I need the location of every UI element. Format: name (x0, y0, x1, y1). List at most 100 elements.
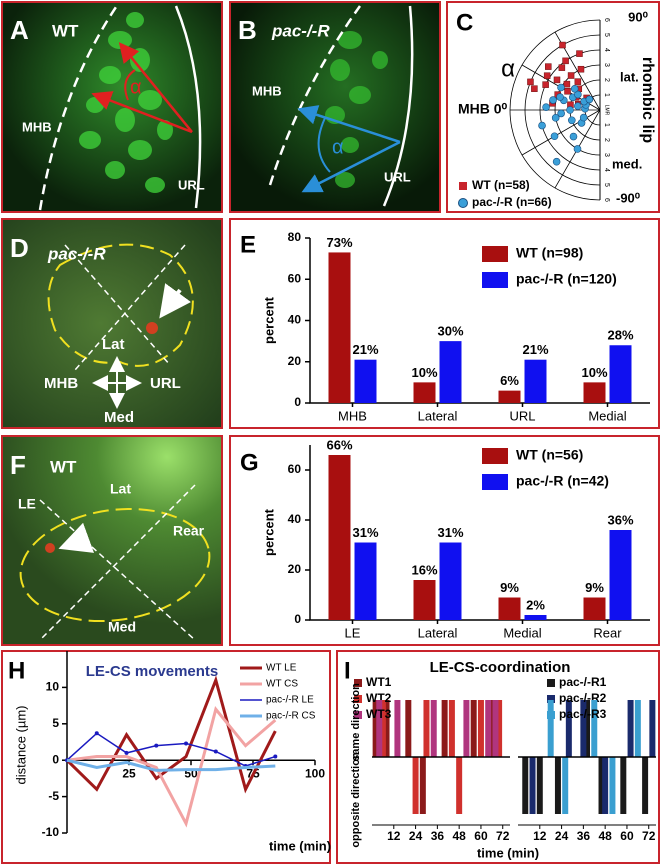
region-label: URL (178, 177, 205, 192)
y-tick-label: 0 (52, 752, 59, 766)
event-bar (496, 700, 503, 757)
point (553, 76, 561, 84)
y-axis-label: same direction (350, 683, 362, 761)
point (542, 103, 550, 111)
legend-label: pac-/-R1 (559, 675, 607, 689)
legend-swatch (354, 695, 362, 703)
angle-label: α (332, 136, 344, 158)
y-axis-label: rhombic lip (639, 57, 656, 143)
x-tick-label: 100 (305, 766, 325, 780)
panel-letter: I (344, 657, 351, 684)
x-tick-label: 72 (642, 829, 656, 843)
x-tick-label: 24 (409, 829, 423, 843)
bar (413, 382, 436, 403)
event-bar (405, 700, 412, 757)
x-tick-label: 36 (577, 829, 591, 843)
genotype: pac-/-R (47, 244, 106, 263)
y-tick-label: 60 (288, 462, 302, 476)
event-bar (609, 757, 616, 814)
event-bar (580, 700, 587, 757)
image-panel-d: D pac-/-R Lat MHB URL Med (1, 218, 223, 429)
panel-letter: A (10, 15, 29, 45)
point (569, 132, 578, 141)
r-tick-label: 3 (603, 153, 610, 157)
event-bar (598, 757, 605, 814)
legend-label: WT1 (366, 675, 392, 689)
x-tick-label: URL (509, 408, 535, 423)
y-tick-label: 10 (46, 680, 60, 694)
value-label: 10% (411, 365, 437, 380)
point (531, 85, 538, 92)
panel-frame (229, 435, 660, 646)
panel-letter: D (10, 233, 29, 263)
y-axis-label: percent (261, 296, 276, 344)
y-tick-label: 0 (294, 612, 301, 626)
point (557, 83, 565, 92)
value-label: 30% (437, 324, 463, 339)
point (559, 41, 566, 49)
panel-frame (1, 218, 223, 429)
bar (609, 345, 632, 403)
line (66, 732, 276, 767)
bar (328, 252, 351, 403)
event-bar (485, 700, 492, 757)
legend-label: WT (n=58) (472, 178, 530, 192)
image-panel-a: A WT MHB URL α (1, 1, 223, 213)
point (549, 96, 557, 104)
line (65, 675, 277, 794)
bar (354, 542, 377, 620)
point (570, 84, 579, 93)
legend-label: WT3 (366, 707, 392, 721)
point (574, 90, 582, 99)
event-bar (627, 700, 634, 757)
legend-swatch (547, 695, 555, 703)
event-bar (634, 700, 641, 757)
value-label: 6% (500, 373, 519, 388)
x-tick-label: Lateral (418, 408, 458, 423)
event-bar (470, 700, 477, 757)
value-label: 36% (607, 512, 633, 527)
y-tick-label: -5 (48, 789, 59, 803)
region-label: MHB (22, 119, 52, 134)
x-tick-label: 24 (555, 829, 569, 843)
bar (328, 455, 351, 620)
x-tick-label: 25 (122, 766, 136, 780)
point (551, 114, 560, 122)
value-label: 31% (437, 525, 463, 540)
panel-letter: G (240, 449, 259, 476)
panel-frame (336, 650, 660, 864)
legend-swatch (482, 448, 508, 464)
r-tick-label: 1 (603, 93, 610, 97)
x-tick-label: Lateral (418, 625, 458, 640)
point (542, 81, 549, 88)
x-tick-label: MHB (338, 408, 367, 423)
grid-circle (524, 34, 601, 186)
x-tick-label: Medial (588, 408, 626, 423)
y-axis-label: percent (261, 508, 276, 556)
event-bar (522, 757, 529, 814)
legend-label: pac-/-R (n=66) (472, 195, 552, 209)
point (568, 116, 576, 125)
point (552, 157, 561, 166)
event-bar (379, 700, 386, 757)
point (567, 72, 575, 79)
y-tick-label: 40 (288, 313, 302, 327)
y-tick-label: -10 (42, 825, 60, 839)
bar (609, 530, 632, 620)
region-label: Rear (173, 523, 205, 539)
value-label: 28% (607, 328, 633, 343)
panel-frame (229, 1, 441, 213)
panel-letter: C (456, 9, 473, 36)
bar (524, 359, 547, 403)
genotype: WT (52, 21, 79, 40)
point (556, 93, 564, 101)
x-tick-label: 48 (452, 829, 466, 843)
panel-letter: F (10, 450, 26, 480)
region-label: Med (108, 619, 136, 635)
annotation: med. (612, 156, 642, 171)
region-label: URL (150, 375, 181, 392)
x-tick-label: 12 (387, 829, 401, 843)
legend-swatch (354, 711, 362, 719)
bar (498, 390, 521, 403)
y-tick-label: 5 (52, 716, 59, 730)
